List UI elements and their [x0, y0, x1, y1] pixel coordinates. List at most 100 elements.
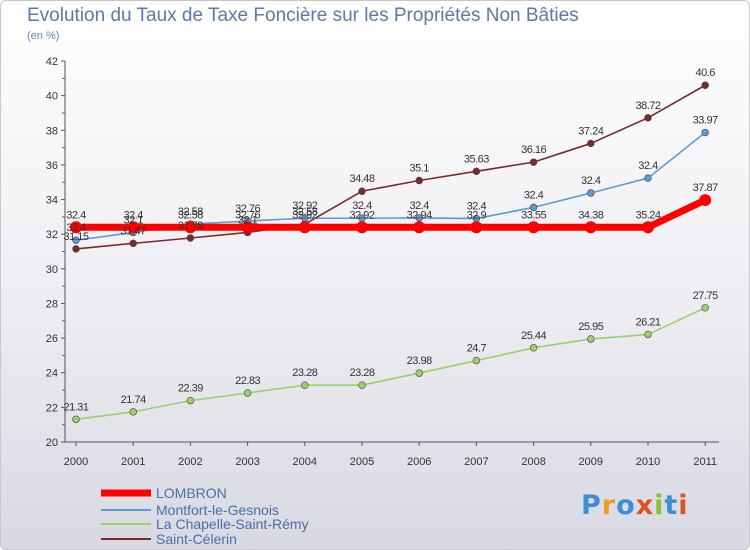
- data-point: [415, 176, 423, 185]
- data-point: [127, 221, 140, 234]
- data-label: 32.4: [638, 160, 658, 172]
- chart-title: Evolution du Taux de Taxe Foncière sur l…: [27, 5, 579, 26]
- data-point: [186, 234, 195, 242]
- data-label: 21.74: [121, 394, 146, 406]
- data-label: 35.24: [635, 209, 660, 221]
- data-point: [356, 221, 368, 234]
- data-point: [529, 344, 538, 352]
- series-line: [75, 84, 707, 250]
- data-label: 32.4: [66, 209, 86, 221]
- data-label: 32.4: [581, 175, 601, 187]
- proxiti-logo: Proxiti: [581, 490, 689, 521]
- data-label: 35.63: [464, 153, 489, 165]
- data-point: [301, 381, 309, 389]
- data-point: [470, 221, 483, 234]
- data-label: 31.78: [178, 220, 203, 232]
- data-label: 23.28: [292, 367, 317, 379]
- data-label: 27.75: [693, 290, 718, 302]
- data-point: [72, 236, 80, 244]
- data-label: 34.38: [578, 209, 603, 221]
- data-label: 32.92: [292, 209, 317, 221]
- data-label: 25.44: [521, 330, 546, 342]
- data-label: 25.95: [578, 321, 603, 333]
- legend-label: La Chapelle-Saint-Rémy: [156, 516, 309, 532]
- y-tick-label: 34: [46, 195, 58, 207]
- data-label: 32.4: [467, 201, 487, 213]
- data-point: [129, 239, 137, 248]
- data-point: [529, 158, 538, 166]
- data-label: 31.47: [121, 225, 146, 237]
- x-tick-label: 2007: [464, 456, 488, 468]
- logo-letter: i: [678, 490, 689, 521]
- y-tick-label: 40: [46, 91, 58, 103]
- data-label: 24.7: [467, 343, 487, 355]
- data-label: 32.76: [235, 209, 260, 221]
- logo-letter: P: [581, 490, 602, 521]
- data-label: 32.4: [66, 222, 86, 234]
- x-tick-label: 2005: [350, 456, 374, 468]
- data-point: [701, 128, 709, 137]
- data-label: 32.1: [238, 214, 258, 226]
- data-point: [584, 221, 597, 234]
- data-label: 23.98: [407, 355, 432, 367]
- data-label: 31.15: [63, 231, 88, 243]
- data-point: [642, 221, 654, 234]
- data-label: 32.9: [467, 209, 487, 221]
- logo-letter: x: [635, 490, 655, 521]
- data-point: [527, 221, 540, 234]
- data-label: 32.4: [352, 200, 372, 212]
- series-line: [75, 306, 707, 421]
- y-tick-label: 22: [46, 402, 58, 414]
- x-tick-label: 2004: [293, 456, 317, 468]
- data-label: 36.16: [521, 144, 546, 156]
- y-tick-label: 38: [46, 125, 58, 137]
- y-tick-label: 24: [46, 368, 58, 380]
- data-label: 32.58: [178, 206, 203, 218]
- data-label: 32.4: [409, 200, 429, 212]
- data-point: [472, 167, 481, 176]
- data-point: [587, 335, 595, 343]
- data-point: [415, 369, 423, 377]
- data-label: 35.1: [409, 162, 429, 174]
- x-tick-label: 2000: [64, 456, 88, 468]
- data-point: [241, 221, 254, 234]
- data-point: [529, 203, 538, 212]
- data-label: 33.55: [521, 209, 546, 221]
- logo-letter: t: [664, 490, 679, 521]
- series-line: [72, 196, 709, 231]
- data-label: 32.4: [524, 189, 544, 201]
- data-label: 32.58: [292, 206, 317, 218]
- x-tick-label: 2006: [407, 456, 431, 468]
- data-label: 40.6: [695, 67, 715, 79]
- data-label: 32.76: [235, 203, 260, 215]
- data-point: [644, 114, 652, 122]
- data-point: [644, 174, 652, 182]
- x-tick-label: 2010: [636, 456, 660, 468]
- data-point: [186, 396, 195, 405]
- data-point: [358, 381, 366, 389]
- data-label: 32.1: [123, 214, 143, 226]
- y-tick-label: 26: [46, 333, 58, 345]
- data-point: [358, 187, 366, 195]
- y-tick-label: 28: [46, 298, 58, 310]
- data-label: 32.92: [292, 200, 317, 212]
- data-label: 37.87: [693, 182, 718, 194]
- data-label: 32.94: [407, 209, 432, 221]
- data-point: [472, 356, 481, 365]
- data-point: [701, 304, 709, 312]
- y-tick-label: 20: [46, 437, 58, 449]
- data-label: 23.28: [349, 367, 374, 379]
- logo-letter: i: [654, 490, 665, 521]
- data-point: [72, 415, 80, 424]
- data-point: [184, 221, 197, 234]
- data-label: 32.58: [178, 209, 203, 221]
- legend-label: Montfort-le-Gesnois: [156, 502, 279, 518]
- y-tick-label: 42: [46, 56, 58, 68]
- logo-letter: r: [601, 490, 617, 521]
- data-label: 21.31: [63, 401, 88, 413]
- data-point: [72, 245, 80, 253]
- data-point: [243, 389, 252, 397]
- x-tick-label: 2001: [121, 456, 145, 468]
